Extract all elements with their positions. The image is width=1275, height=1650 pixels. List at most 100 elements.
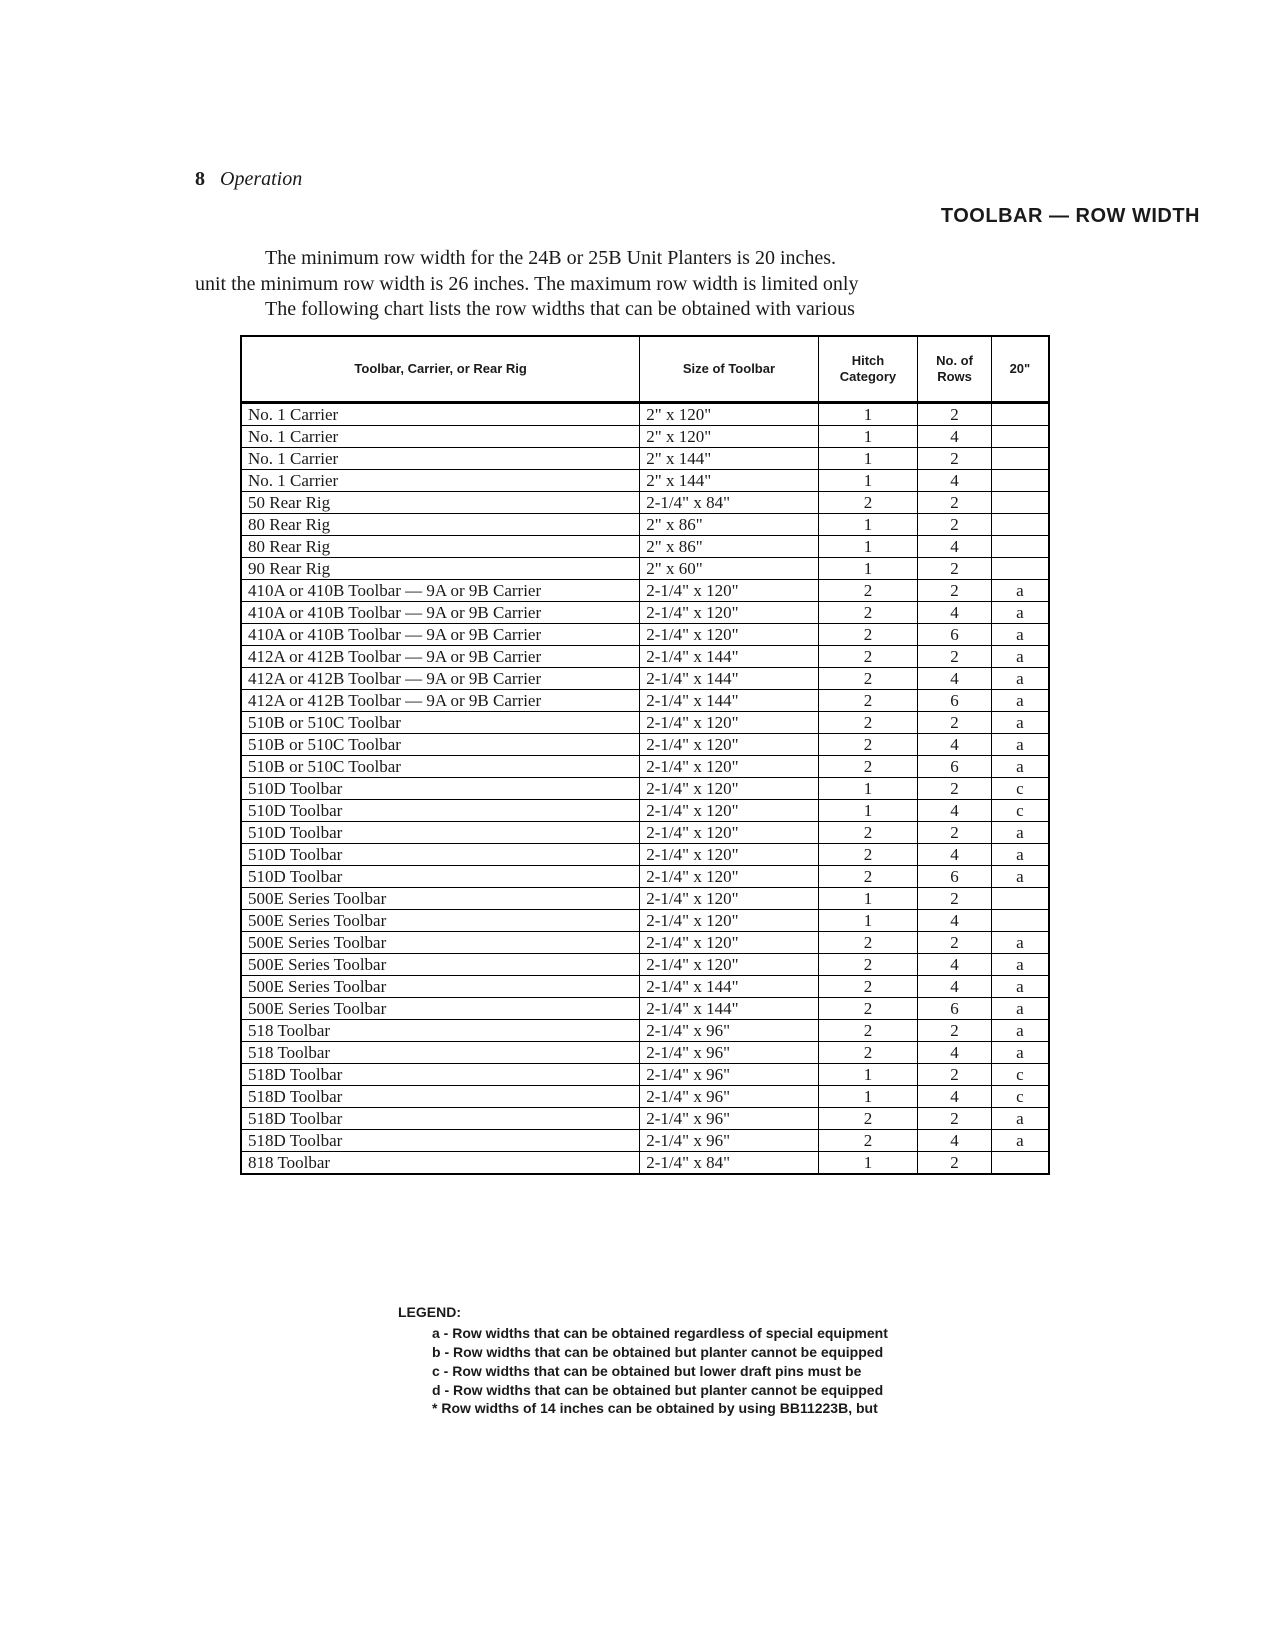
table-row: 518D Toolbar2-1/4" x 96"22a [241, 1108, 1049, 1130]
table-cell: c [991, 1064, 1049, 1086]
table-cell: 2 [918, 1020, 991, 1042]
table-cell: c [991, 800, 1049, 822]
table-cell: 50 Rear Rig [241, 492, 640, 514]
table-cell: 2" x 60" [640, 558, 818, 580]
table-row: 518D Toolbar2-1/4" x 96"14c [241, 1086, 1049, 1108]
table-row: 510D Toolbar2-1/4" x 120"24a [241, 844, 1049, 866]
table-cell: a [991, 602, 1049, 624]
table-cell [991, 448, 1049, 470]
table-cell: 4 [918, 1042, 991, 1064]
table-cell: 1 [818, 888, 918, 910]
table-cell [991, 470, 1049, 492]
table-cell: 2-1/4" x 120" [640, 866, 818, 888]
table-cell [991, 1152, 1049, 1175]
table-cell: 510B or 510C Toolbar [241, 756, 640, 778]
table-cell: 2 [818, 602, 918, 624]
table-cell: a [991, 954, 1049, 976]
table-cell: 2-1/4" x 84" [640, 492, 818, 514]
table-cell: 2" x 86" [640, 514, 818, 536]
table-row: 500E Series Toolbar2-1/4" x 120"24a [241, 954, 1049, 976]
table-header: Toolbar, Carrier, or Rear Rig Size of To… [241, 336, 1049, 403]
table-cell [991, 910, 1049, 932]
table-cell: 2 [818, 734, 918, 756]
table-row: 518D Toolbar2-1/4" x 96"24a [241, 1130, 1049, 1152]
table-cell: 2-1/4" x 144" [640, 668, 818, 690]
table-cell: 2-1/4" x 120" [640, 712, 818, 734]
section-name: Operation [220, 168, 302, 190]
table-cell: 1 [818, 558, 918, 580]
table-cell: 410A or 410B Toolbar — 9A or 9B Carrier [241, 624, 640, 646]
table-cell: 2 [818, 580, 918, 602]
table-cell: 2 [818, 492, 918, 514]
table-cell: 2-1/4" x 84" [640, 1152, 818, 1175]
table-cell: 2-1/4" x 120" [640, 844, 818, 866]
table-row: 510D Toolbar2-1/4" x 120"14c [241, 800, 1049, 822]
table-cell: 510B or 510C Toolbar [241, 712, 640, 734]
table-cell: a [991, 668, 1049, 690]
table-cell: 1 [818, 403, 918, 426]
table-row: 410A or 410B Toolbar — 9A or 9B Carrier2… [241, 624, 1049, 646]
table-cell: 4 [918, 734, 991, 756]
table-cell: 2 [818, 646, 918, 668]
table-cell: 518D Toolbar [241, 1064, 640, 1086]
table-cell: 2 [818, 932, 918, 954]
table-cell: 2 [918, 1152, 991, 1175]
table-cell: 2 [818, 822, 918, 844]
table-row: No. 1 Carrier2" x 144"12 [241, 448, 1049, 470]
table-cell: 4 [918, 976, 991, 998]
col-header: Toolbar, Carrier, or Rear Rig [241, 336, 640, 403]
table-cell: No. 1 Carrier [241, 426, 640, 448]
table-cell: 2-1/4" x 120" [640, 580, 818, 602]
table-row: 80 Rear Rig2" x 86"12 [241, 514, 1049, 536]
table-cell: 4 [918, 536, 991, 558]
table-cell: 1 [818, 514, 918, 536]
table-cell: 2 [818, 756, 918, 778]
table-cell: c [991, 778, 1049, 800]
table-cell: 4 [918, 668, 991, 690]
legend-item: c - Row widths that can be obtained but … [432, 1362, 1200, 1381]
table-cell: 2-1/4" x 120" [640, 756, 818, 778]
table-cell: 510B or 510C Toolbar [241, 734, 640, 756]
table-row: 510D Toolbar2-1/4" x 120"12c [241, 778, 1049, 800]
table-cell: 500E Series Toolbar [241, 932, 640, 954]
table-cell: 1 [818, 1152, 918, 1175]
table-cell: 4 [918, 844, 991, 866]
table-cell: 2 [818, 844, 918, 866]
table-cell: No. 1 Carrier [241, 448, 640, 470]
intro-line: The minimum row width for the 24B or 25B… [195, 246, 1200, 272]
table-cell: 510D Toolbar [241, 778, 640, 800]
table-cell: 500E Series Toolbar [241, 910, 640, 932]
table-cell [991, 492, 1049, 514]
table-cell: 2-1/4" x 120" [640, 910, 818, 932]
table-cell [991, 536, 1049, 558]
table-cell: 2 [918, 646, 991, 668]
legend-title: LEGEND: [398, 1303, 1200, 1322]
table-cell: a [991, 844, 1049, 866]
table-cell [991, 403, 1049, 426]
page-header: 8 Operation [195, 168, 302, 191]
table-cell: 500E Series Toolbar [241, 954, 640, 976]
section-title: TOOLBAR — ROW WIDTH [941, 205, 1200, 228]
table-cell: 518 Toolbar [241, 1042, 640, 1064]
table-cell: 2-1/4" x 96" [640, 1064, 818, 1086]
table-cell: 6 [918, 866, 991, 888]
table-row: 510D Toolbar2-1/4" x 120"22a [241, 822, 1049, 844]
table-cell: a [991, 624, 1049, 646]
table-cell: 518D Toolbar [241, 1086, 640, 1108]
table-cell: 2 [818, 976, 918, 998]
table-cell [991, 426, 1049, 448]
table-cell [991, 558, 1049, 580]
legend: LEGEND: a - Row widths that can be obtai… [398, 1303, 1200, 1418]
table-cell: 1 [818, 426, 918, 448]
table-cell: 518D Toolbar [241, 1130, 640, 1152]
table-cell: 1 [818, 1064, 918, 1086]
table-cell: 2 [918, 822, 991, 844]
table-row: 500E Series Toolbar2-1/4" x 120"14 [241, 910, 1049, 932]
table-cell: 2 [918, 492, 991, 514]
row-width-table: Toolbar, Carrier, or Rear Rig Size of To… [240, 335, 1050, 1175]
table-cell: 6 [918, 690, 991, 712]
table-cell: 4 [918, 1086, 991, 1108]
table-row: 80 Rear Rig2" x 86"14 [241, 536, 1049, 558]
table-cell: 2-1/4" x 120" [640, 954, 818, 976]
table-row: 500E Series Toolbar2-1/4" x 120"12 [241, 888, 1049, 910]
